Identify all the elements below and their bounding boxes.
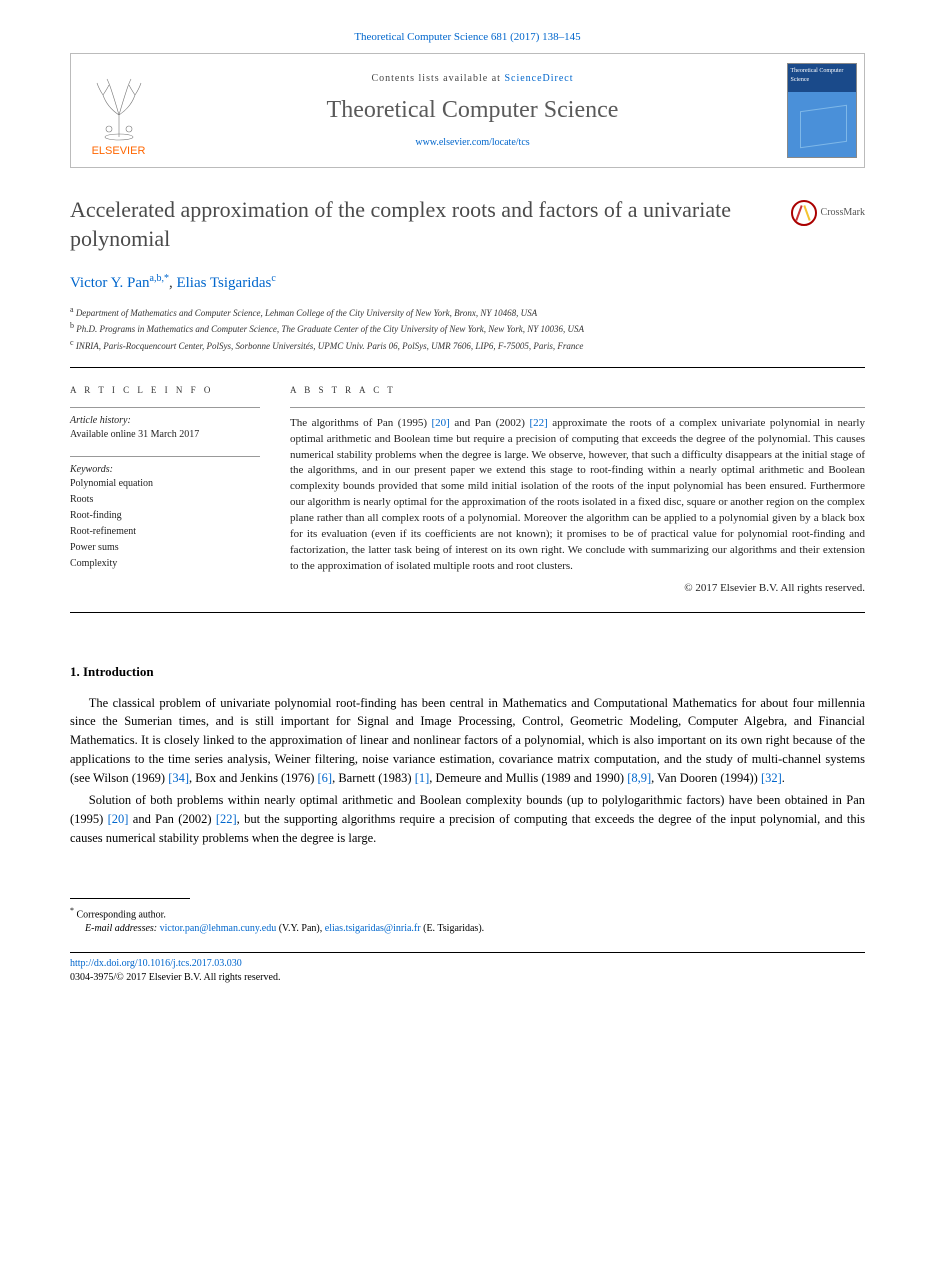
keyword-5: Complexity	[70, 557, 260, 571]
intro-para-1: The classical problem of univariate poly…	[70, 694, 865, 788]
citation-link[interactable]: Theoretical Computer Science 681 (2017) …	[354, 31, 580, 43]
email-1-who: (V.Y. Pan),	[276, 923, 325, 934]
info-divider	[70, 407, 260, 408]
journal-homepage: www.elsevier.com/locate/tcs	[166, 136, 779, 150]
sciencedirect-link[interactable]: ScienceDirect	[504, 73, 573, 84]
footnote-rule	[70, 898, 190, 899]
contents-prefix: Contents lists available at	[371, 73, 504, 84]
author-2[interactable]: Elias Tsigaridas	[176, 275, 271, 291]
publisher-logo-cell: ELSEVIER	[71, 54, 166, 167]
crossmark-badge[interactable]: CrossMark	[791, 200, 865, 226]
intro2-t2: and Pan (2002)	[128, 812, 215, 826]
contents-line: Contents lists available at ScienceDirec…	[166, 72, 779, 86]
abs-ref-22[interactable]: [22]	[529, 417, 547, 429]
author-1-affil-sup: a,b,*	[150, 273, 169, 284]
affiliations: a Department of Mathematics and Computer…	[70, 304, 865, 354]
history-label: Article history:	[70, 414, 260, 428]
journal-url-link[interactable]: www.elsevier.com/locate/tcs	[415, 137, 529, 148]
journal-title: Theoretical Computer Science	[166, 94, 779, 128]
info-abstract-row: A R T I C L E I N F O Article history: A…	[70, 384, 865, 613]
doi-block: http://dx.doi.org/10.1016/j.tcs.2017.03.…	[0, 953, 935, 1015]
keywords-label: Keywords:	[70, 463, 260, 477]
intro-t2: , Box and Jenkins (1976)	[189, 771, 317, 785]
corr-label: Corresponding author.	[74, 909, 166, 920]
affiliation-c: c INRIA, Paris-Rocquencourt Center, PolS…	[70, 337, 865, 354]
keywords-block: Keywords: Polynomial equation Roots Root…	[70, 456, 260, 571]
crossmark-icon	[791, 200, 817, 226]
author-1[interactable]: Victor Y. Pan	[70, 275, 150, 291]
keyword-3: Root-refinement	[70, 525, 260, 539]
journal-center: Contents lists available at ScienceDirec…	[166, 54, 779, 167]
ref-1[interactable]: [1]	[415, 771, 430, 785]
footnotes: * Corresponding author. E-mail addresses…	[70, 905, 865, 944]
divider-top	[70, 367, 865, 368]
email-line: E-mail addresses: victor.pan@lehman.cuny…	[70, 922, 865, 936]
publisher-name: ELSEVIER	[92, 144, 146, 159]
abstract-column: A B S T R A C T The algorithms of Pan (1…	[290, 384, 865, 596]
affil-a-text: Department of Mathematics and Computer S…	[74, 308, 538, 318]
abstract-copyright: © 2017 Elsevier B.V. All rights reserved…	[290, 581, 865, 596]
abstract-body: The algorithms of Pan (1995) [20] and Pa…	[290, 416, 865, 575]
abs-ref-20[interactable]: [20]	[432, 417, 450, 429]
history-text: Available online 31 March 2017	[70, 428, 260, 442]
email-2[interactable]: elias.tsigaridas@inria.fr	[325, 923, 421, 934]
intro-t4: , Demeure and Mullis (1989 and 1990)	[429, 771, 627, 785]
abstract-heading: A B S T R A C T	[290, 384, 865, 397]
doi-link[interactable]: http://dx.doi.org/10.1016/j.tcs.2017.03.…	[70, 958, 242, 969]
intro-t6: .	[782, 771, 785, 785]
ref-6[interactable]: [6]	[318, 771, 333, 785]
article-info-heading: A R T I C L E I N F O	[70, 384, 260, 397]
intro-t3: , Barnett (1983)	[332, 771, 415, 785]
email-2-who: (E. Tsigaridas).	[421, 923, 485, 934]
elsevier-tree-icon	[89, 77, 149, 142]
ref-22[interactable]: [22]	[216, 812, 237, 826]
keyword-2: Root-finding	[70, 509, 260, 523]
keyword-1: Roots	[70, 493, 260, 507]
affil-b-text: Ph.D. Programs in Mathematics and Comput…	[74, 324, 584, 334]
affiliation-b: b Ph.D. Programs in Mathematics and Comp…	[70, 320, 865, 337]
ref-34[interactable]: [34]	[168, 771, 189, 785]
abs-t3: approximate the roots of a complex univa…	[290, 417, 865, 572]
keyword-0: Polynomial equation	[70, 477, 260, 491]
crossmark-label: CrossMark	[821, 206, 865, 220]
abs-t2: and Pan (2002)	[450, 417, 530, 429]
email-label: E-mail addresses:	[85, 923, 160, 934]
cover-label: Theoretical Computer Science	[791, 68, 844, 82]
affil-c-text: INRIA, Paris-Rocquencourt Center, PolSys…	[74, 341, 584, 351]
section-1-heading: 1. Introduction	[70, 663, 865, 681]
journal-header-box: ELSEVIER Contents lists available at Sci…	[70, 53, 865, 168]
page-citation: Theoretical Computer Science 681 (2017) …	[0, 0, 935, 53]
authors-line: Victor Y. Pana,b,*, Elias Tsigaridasc	[70, 272, 865, 294]
ref-32[interactable]: [32]	[761, 771, 782, 785]
cover-cell: Theoretical Computer Science	[779, 54, 864, 167]
issn-copyright: 0304-3975/© 2017 Elsevier B.V. All right…	[70, 971, 865, 985]
abs-t1: The algorithms of Pan (1995)	[290, 417, 432, 429]
intro-t5: , Van Dooren (1994))	[651, 771, 761, 785]
affiliation-a: a Department of Mathematics and Computer…	[70, 304, 865, 321]
ref-8-9[interactable]: [8,9]	[627, 771, 651, 785]
intro-para-2: Solution of both problems within nearly …	[70, 791, 865, 847]
corresponding-author-note: * Corresponding author.	[70, 905, 865, 922]
keyword-4: Power sums	[70, 541, 260, 555]
email-1[interactable]: victor.pan@lehman.cuny.edu	[160, 923, 277, 934]
article-title: Accelerated approximation of the complex…	[70, 196, 771, 253]
ref-20[interactable]: [20]	[108, 812, 129, 826]
journal-cover-thumbnail: Theoretical Computer Science	[787, 63, 857, 158]
abstract-divider	[290, 407, 865, 408]
author-2-affil-sup: c	[271, 273, 275, 284]
article-info-column: A R T I C L E I N F O Article history: A…	[70, 384, 260, 596]
